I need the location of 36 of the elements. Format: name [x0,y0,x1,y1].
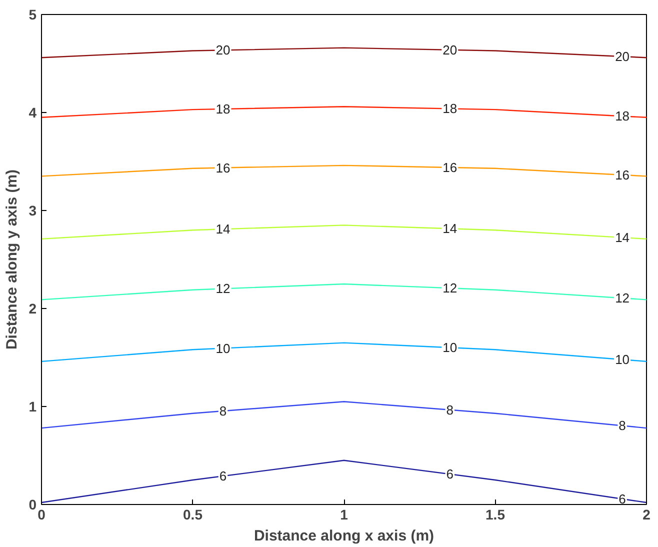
series-label: 14 [442,221,458,236]
y-tick-label: 1 [28,398,37,414]
y-axis-title: Distance along y axis (m) [4,169,21,350]
text: 12 [442,280,458,296]
text: 14 [216,222,230,237]
text: 8 [446,402,454,418]
y-tick-label: 3 [28,202,37,218]
y-tick-label: 4 [28,104,37,120]
series-label: 8 [618,418,626,434]
text: 16 [216,160,230,176]
series-label: 18 [615,108,630,124]
y-tick-label: 2 [28,300,37,316]
text: 6 [618,491,626,506]
series-label: 20 [216,42,230,58]
y-tick-label: 5 [28,6,37,22]
text: 14 [615,230,630,246]
text: 8 [219,404,227,419]
series-label: 6 [219,468,227,484]
y-tick-label: 0 [28,496,37,512]
text: 20 [615,49,630,64]
text: 18 [442,101,458,116]
series-label: 12 [216,281,230,296]
x-axis-title: Distance along x axis (m) [254,528,434,544]
text: 10 [442,340,458,356]
text: 16 [442,160,458,175]
text: 20 [442,42,458,58]
text: 6 [446,466,454,482]
x-tick-label: 1.5 [486,506,506,522]
x-tick-label: 1 [340,506,348,522]
text: 10 [216,340,230,356]
series-label: 10 [615,352,630,368]
x-tick-label: 2 [642,506,651,522]
x-tick-label: 0.5 [183,506,203,522]
text: 12 [615,290,630,306]
series-label: 16 [615,167,630,182]
text: 18 [216,101,230,116]
